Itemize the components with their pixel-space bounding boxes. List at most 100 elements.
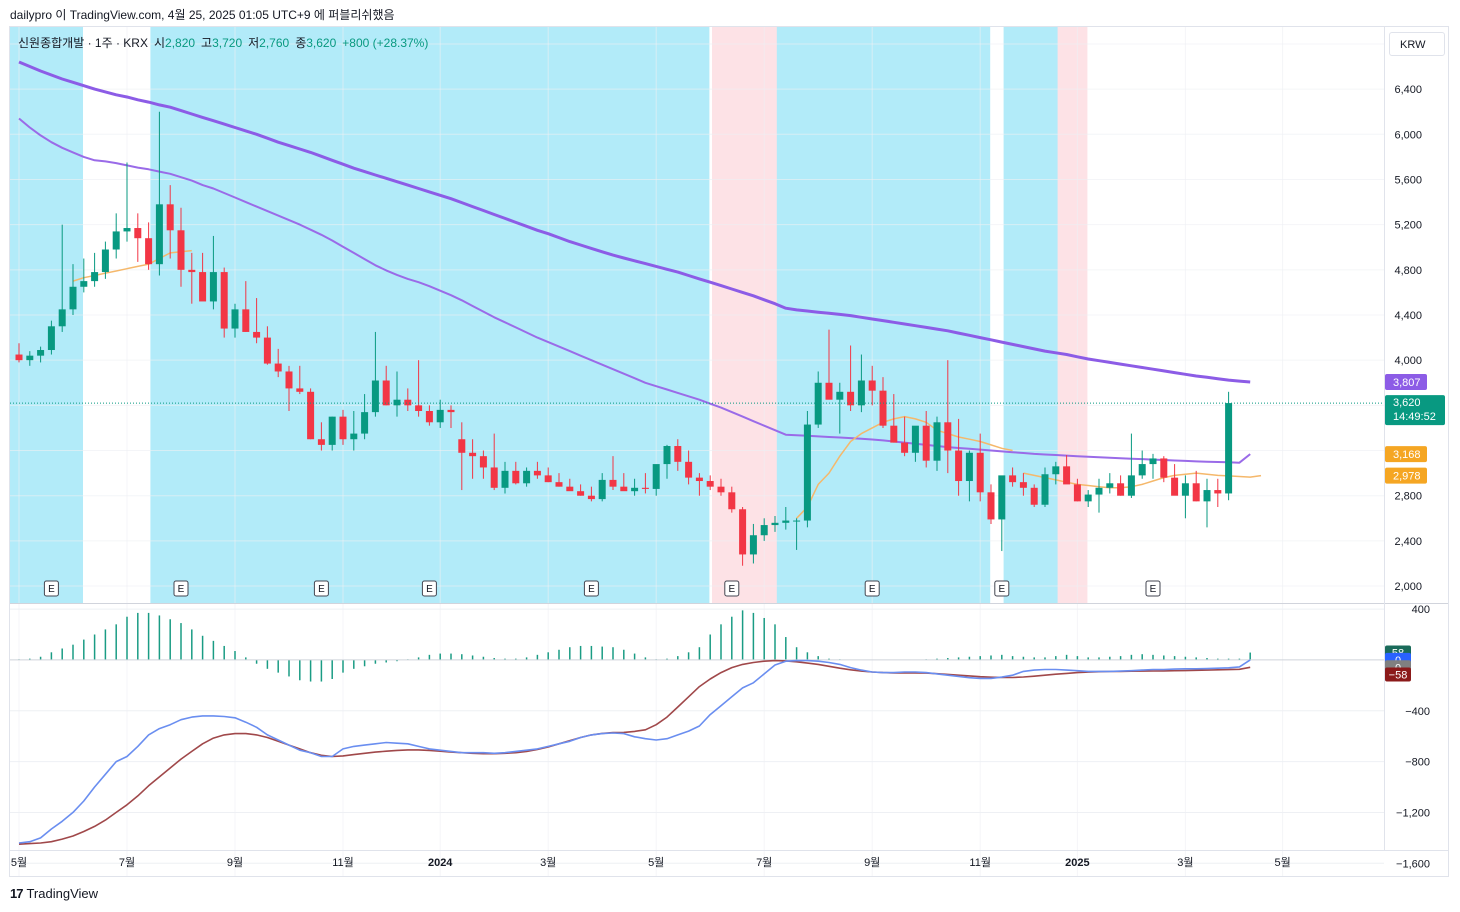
candle-body[interactable] xyxy=(263,337,271,364)
candle-body[interactable] xyxy=(566,486,574,492)
chart-frame[interactable] xyxy=(9,26,1449,877)
candle-body[interactable] xyxy=(998,475,1006,520)
candle-body[interactable] xyxy=(123,228,131,232)
candle-body[interactable] xyxy=(155,204,163,265)
candle-body[interactable] xyxy=(890,425,898,443)
candle-body[interactable] xyxy=(1117,483,1125,496)
candle-body[interactable] xyxy=(641,487,649,489)
earnings-marker[interactable] xyxy=(43,580,59,597)
candle-body[interactable] xyxy=(1225,403,1233,494)
earnings-marker[interactable] xyxy=(1145,580,1161,597)
candle-body[interactable] xyxy=(1084,494,1092,502)
candle-body[interactable] xyxy=(793,520,801,522)
candle-body[interactable] xyxy=(415,405,423,411)
candle-body[interactable] xyxy=(955,450,963,482)
candle-body[interactable] xyxy=(577,491,585,496)
candle-body[interactable] xyxy=(69,286,77,310)
candle-body[interactable] xyxy=(501,470,509,488)
earnings-marker[interactable] xyxy=(724,580,740,597)
candle-body[interactable] xyxy=(58,309,66,327)
candle-body[interactable] xyxy=(101,249,109,273)
candle-body[interactable] xyxy=(447,409,455,413)
candle-body[interactable] xyxy=(706,481,714,487)
candle-body[interactable] xyxy=(188,269,196,273)
candle-body[interactable] xyxy=(1181,483,1189,496)
candle-body[interactable] xyxy=(739,509,747,555)
candle-body[interactable] xyxy=(771,522,779,526)
candle-body[interactable] xyxy=(1052,466,1060,475)
candle-body[interactable] xyxy=(685,461,693,478)
candle-body[interactable] xyxy=(1063,466,1071,485)
candle-body[interactable] xyxy=(479,456,487,468)
candle-body[interactable] xyxy=(533,470,541,476)
candle-body[interactable] xyxy=(47,326,55,351)
candle-body[interactable] xyxy=(587,495,595,500)
candle-body[interactable] xyxy=(134,228,142,239)
candle-body[interactable] xyxy=(350,433,358,440)
candle-body[interactable] xyxy=(933,422,941,461)
candle-body[interactable] xyxy=(1127,475,1135,496)
candle-body[interactable] xyxy=(717,486,725,493)
candle-body[interactable] xyxy=(285,371,293,389)
candle-body[interactable] xyxy=(803,424,811,521)
tradingview-logo[interactable]: 17 TradingView xyxy=(10,886,98,901)
candle-body[interactable] xyxy=(782,520,790,523)
candle-body[interactable] xyxy=(1138,464,1146,476)
legend-symbol[interactable]: 신원종합개발 · 1주 · KRX xyxy=(18,36,148,50)
candle-body[interactable] xyxy=(220,272,228,329)
candle-body[interactable] xyxy=(857,380,865,406)
candle-body[interactable] xyxy=(911,425,919,453)
candle-body[interactable] xyxy=(1171,477,1179,496)
candle-body[interactable] xyxy=(631,487,639,492)
earnings-marker[interactable] xyxy=(173,580,189,597)
candle-body[interactable] xyxy=(523,470,531,484)
candle-body[interactable] xyxy=(339,416,347,440)
candle-body[interactable] xyxy=(469,452,477,457)
candle-body[interactable] xyxy=(80,281,88,287)
candle-body[interactable] xyxy=(382,380,390,406)
candle-body[interactable] xyxy=(836,391,844,400)
candle-body[interactable] xyxy=(1214,490,1222,494)
candle-body[interactable] xyxy=(1149,458,1157,465)
earnings-marker[interactable] xyxy=(583,580,599,597)
candle-body[interactable] xyxy=(490,467,498,488)
candle-body[interactable] xyxy=(987,492,995,520)
currency-selector[interactable]: KRW xyxy=(1389,32,1445,56)
candle-body[interactable] xyxy=(328,416,336,445)
earnings-marker[interactable] xyxy=(864,580,880,597)
candle-body[interactable] xyxy=(393,399,401,406)
candle-body[interactable] xyxy=(976,452,984,493)
candle-body[interactable] xyxy=(307,391,315,440)
candle-body[interactable] xyxy=(944,422,952,451)
candle-body[interactable] xyxy=(1160,458,1168,478)
candle-body[interactable] xyxy=(15,354,23,361)
candle-body[interactable] xyxy=(166,204,174,231)
candle-body[interactable] xyxy=(231,309,239,329)
candle-body[interactable] xyxy=(695,477,703,482)
candle-body[interactable] xyxy=(26,355,34,361)
candle-body[interactable] xyxy=(209,272,217,302)
candle-body[interactable] xyxy=(555,482,563,487)
candle-body[interactable] xyxy=(436,409,444,423)
candle-body[interactable] xyxy=(663,446,671,465)
candle-body[interactable] xyxy=(674,446,682,462)
candle-body[interactable] xyxy=(1019,482,1027,488)
candle-body[interactable] xyxy=(609,479,617,487)
candle-body[interactable] xyxy=(1095,487,1103,495)
candle-body[interactable] xyxy=(544,475,552,483)
candle-body[interactable] xyxy=(1106,483,1114,488)
candle-body[interactable] xyxy=(361,412,369,434)
candle-body[interactable] xyxy=(1203,490,1211,502)
candle-body[interactable] xyxy=(814,382,822,425)
candle-body[interactable] xyxy=(1009,475,1017,483)
candle-body[interactable] xyxy=(199,272,207,302)
candle-body[interactable] xyxy=(145,238,153,265)
candle-body[interactable] xyxy=(91,272,99,282)
candle-body[interactable] xyxy=(242,309,250,332)
candle-body[interactable] xyxy=(1192,483,1200,502)
candle-body[interactable] xyxy=(1030,487,1038,505)
candle-body[interactable] xyxy=(296,388,304,392)
candle-body[interactable] xyxy=(317,439,325,445)
candle-body[interactable] xyxy=(825,382,833,400)
